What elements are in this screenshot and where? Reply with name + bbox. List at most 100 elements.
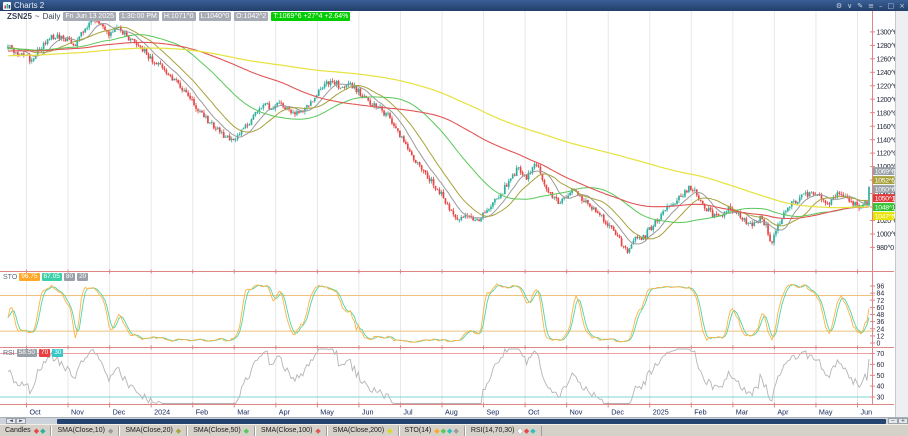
price-pane[interactable]: [0, 11, 875, 272]
chart-frame: [0, 11, 894, 408]
time-tick-label: Mar: [237, 408, 250, 417]
axis-price-label-sma10: [873, 185, 895, 194]
rsi-tick-label: 30: [877, 395, 885, 402]
legend-item-sma-close-100[interactable]: SMA(Close,100) ◆: [255, 425, 327, 436]
time-tick-label: May: [320, 408, 334, 417]
axis-price-label-sma50: [873, 203, 895, 212]
close-icon[interactable]: ×: [899, 1, 905, 10]
legend-item-label: RSI(14,70,30): [470, 427, 515, 434]
scroll-right-button[interactable]: ►: [16, 418, 26, 424]
time-tick-label: Feb: [196, 408, 208, 417]
sto-overbought-value: 80: [63, 273, 76, 281]
price-tick-label: 980^0: [877, 245, 895, 252]
marker-diamond-icon: ◆: [107, 426, 114, 435]
time-tick-label: Apr: [777, 408, 789, 417]
price-tick-label: 1200^0: [877, 97, 896, 104]
price-chart-svg[interactable]: 1300^0 1280^0 1260^0 1240^0 1220^0 1200^0 1180…: [0, 11, 895, 418]
marker-diamond-icon: ◆: [315, 426, 321, 435]
marker-diamond-icon: ◆: [453, 426, 459, 435]
rsi-pane[interactable]: [0, 347, 875, 405]
rsi-label-row: RSI 58.50 70 30: [3, 349, 64, 357]
legend-item-sma-close-10[interactable]: SMA(Close,10) ◆: [51, 425, 120, 436]
time-tick-label: Dec: [113, 408, 126, 417]
rsi-value: 58.50: [16, 349, 37, 357]
sto-oversold-value: 20: [77, 273, 89, 281]
legend-item-sma-close-50[interactable]: SMA(Close,50) ◆: [187, 425, 256, 436]
last-trade-box: T:1069^6 +27^4 +2.64%: [271, 12, 351, 21]
legend-item-markers: ◆◆: [33, 427, 46, 435]
marker-diamond-icon: ◆: [434, 426, 440, 435]
legend-item-sma-close-20[interactable]: SMA(Close,20) ◆: [119, 425, 188, 436]
axis-price-label-text: 1048^1: [875, 205, 895, 212]
period-label: Daily: [42, 12, 61, 21]
h-scrollbar[interactable]: ◄ ► − +: [0, 417, 908, 424]
sto-label: STO: [3, 273, 18, 281]
gear-icon[interactable]: ⚙: [835, 1, 843, 10]
pencil-icon[interactable]: ✎: [857, 1, 864, 10]
sto-tick-label: 72: [877, 298, 885, 305]
legend-item-markers: ◆: [243, 427, 249, 435]
time-tick-label: Apr: [279, 408, 291, 417]
axis-price-label-last-price: [873, 167, 895, 176]
sma-100-line: [7, 41, 870, 220]
scrollbar-thumb[interactable]: [57, 419, 886, 424]
price-tick-label: 1020^0: [877, 218, 896, 225]
symbol-separator: ~: [34, 12, 40, 21]
legend-item-rsi-14-70-30[interactable]: RSI(14,70,30) ◆◆◆: [464, 425, 542, 436]
legend-item-sto-14[interactable]: STO(14) ◆◆◆◆: [398, 425, 465, 436]
axis-value-labels: 1069^6 1052^5 1050^6 1050^1 1048^1 1047^5: [873, 167, 895, 221]
minimize-icon[interactable]: –: [879, 1, 883, 10]
legend-item-sma-close-200[interactable]: SMA(Close,200) ◆: [326, 425, 399, 436]
sto-tick-label: 24: [877, 326, 885, 333]
time-tick-label: Jun: [861, 408, 873, 417]
price-tick-label: 1220^0: [877, 83, 896, 90]
marker-diamond-icon: ◆: [440, 426, 447, 435]
titlebar[interactable]: Charts 2 ⚙ ∨ ✎ ≡ – □ ×: [0, 0, 908, 11]
time-tick-label: Aug: [445, 408, 458, 417]
price-tick-label: 1120^0: [877, 151, 896, 158]
legend-item-label: SMA(Close,200): [332, 427, 385, 434]
time-tick-label: Oct: [528, 408, 539, 417]
restore-icon[interactable]: □: [887, 1, 895, 10]
high-box: H:1071^0: [161, 12, 196, 21]
time-tick-label: Feb: [694, 408, 706, 417]
sto-pane[interactable]: [0, 271, 875, 348]
titlebar-controls: ⚙ ∨ ✎ ≡ – □ ×: [836, 1, 905, 11]
axis-price-label-text: 1050^6: [875, 187, 895, 194]
date-box: Fri Jun 13 2025: [63, 12, 117, 21]
sto-value-k: 96.75: [19, 273, 40, 281]
marker-diamond-icon: ◆: [387, 426, 393, 435]
time-tick-label: Jul: [403, 408, 413, 417]
axis-price-label-text: 1069^6: [875, 169, 895, 176]
time-tick-label: Nov: [570, 408, 583, 417]
price-tick-label: 1140^0: [877, 137, 896, 144]
marker-diamond-icon: ◆: [33, 426, 40, 435]
sto-tick-label: 12: [877, 334, 885, 341]
time-tick-label: Dec: [611, 408, 624, 417]
legend-item-candles[interactable]: Candles ◆◆: [0, 425, 52, 436]
sto-k-line: [7, 283, 870, 343]
right-gutter: [895, 11, 908, 417]
legend-item-markers: ◆◆◆◆: [433, 427, 459, 435]
menu-icon[interactable]: ≡: [868, 1, 874, 10]
scroll-left-button[interactable]: ◄: [6, 418, 16, 424]
rsi-tick-label: 60: [877, 362, 885, 369]
price-tick-label: 1240^0: [877, 70, 896, 77]
price-tick-label: 1160^0: [877, 124, 896, 131]
rsi-line: [7, 347, 870, 405]
marker-diamond-icon: ◆: [530, 426, 536, 435]
legend-item-label: SMA(Close,20): [125, 427, 173, 434]
marker-diamond-icon: ◆: [175, 426, 182, 435]
sma-20-line: [7, 26, 870, 240]
sto-tick-label: 96: [877, 284, 885, 291]
axis-price-label-sma20: [873, 176, 895, 185]
time-tick-label: May: [819, 408, 833, 417]
sto-value-d: 67.05: [41, 273, 62, 281]
grid-lines: [26, 11, 858, 405]
price-tick-label: 1180^0: [877, 110, 896, 117]
chevron-down-icon[interactable]: ∨: [847, 1, 853, 10]
zoom-out-button[interactable]: −: [888, 418, 898, 424]
time-tick-label: Oct: [30, 408, 41, 417]
legend-item-markers: ◆: [175, 427, 181, 435]
low-box: L:1040^0: [198, 12, 232, 21]
